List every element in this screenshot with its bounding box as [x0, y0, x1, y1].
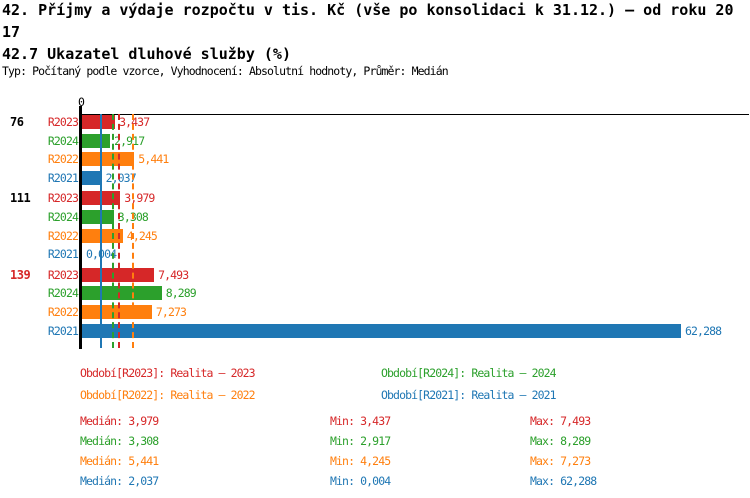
bar-chart: 0 76 R2023 3,437 R2024 2,917 R2022 5,441 R2021 2… — [10, 95, 749, 349]
median-line-R2021 — [99, 114, 102, 348]
chart-meta-line: Typ: Počítaný podle vzorce, Vyhodnocení:… — [2, 64, 449, 78]
bar-value-label: 7,273 — [155, 304, 187, 319]
stat-median-R2023: Medián: 3,979 — [80, 414, 159, 428]
group-label-111: 111 — [10, 191, 31, 206]
bar-R2022 — [82, 152, 135, 167]
row-label-R2021: R2021 — [47, 323, 79, 338]
legend-item-R2021: Období[R2021]: Realita – 2021 — [381, 388, 557, 402]
bar-R2021 — [82, 323, 681, 338]
bar-value-label: 3,437 — [119, 115, 150, 129]
stat-median-R2024: Medián: 3,308 — [80, 434, 159, 448]
stat-max-R2024: Max: 8,289 — [530, 434, 591, 448]
x-axis-line — [79, 114, 749, 116]
bar-value-label: 8,289 — [165, 286, 197, 301]
bar-value-label: 2,037 — [105, 170, 137, 185]
row-label-R2022: R2022 — [47, 304, 79, 319]
group-label-139: 139 — [10, 267, 31, 282]
stat-max-R2023: Max: 7,493 — [530, 414, 591, 428]
y-axis-line — [79, 106, 82, 349]
bar-R2023 — [82, 115, 116, 129]
bar-R2022 — [82, 228, 123, 243]
row-label-R2024: R2024 — [47, 209, 79, 224]
axis-zero-label: 0 — [77, 95, 85, 109]
bar-R2024 — [82, 133, 111, 148]
row-label-R2022: R2022 — [47, 228, 79, 243]
stat-max-R2021: Max: 62,288 — [530, 474, 597, 488]
bar-value-label: 4,245 — [126, 228, 158, 243]
bar-value-label: 3,979 — [124, 191, 155, 206]
stat-median-R2021: Medián: 2,037 — [80, 474, 159, 488]
row-label-R2024: R2024 — [47, 286, 79, 301]
page-title-line2: 17 — [2, 23, 21, 41]
legend-item-R2023: Období[R2023]: Realita – 2023 — [80, 366, 256, 380]
group-label-76: 76 — [10, 115, 24, 129]
bar-R2022 — [82, 304, 152, 319]
row-label-R2023: R2023 — [47, 267, 79, 282]
stat-min-R2022: Min: 4,245 — [330, 454, 391, 468]
bar-value-label: 2,917 — [114, 133, 145, 148]
row-label-R2021: R2021 — [47, 170, 79, 185]
stat-min-R2021: Min: 0,004 — [330, 474, 391, 488]
bar-R2024 — [82, 286, 162, 301]
row-label-R2024: R2024 — [47, 133, 79, 148]
legend-item-R2022: Období[R2022]: Realita – 2022 — [80, 388, 256, 402]
section-title: 42.7 Ukazatel dluhové služby (%) — [2, 45, 291, 63]
stat-max-R2022: Max: 7,273 — [530, 454, 591, 468]
bar-R2021 — [82, 170, 102, 185]
legend-item-R2024: Období[R2024]: Realita – 2024 — [381, 366, 557, 380]
row-label-R2023: R2023 — [47, 191, 79, 206]
median-line-R2024 — [111, 114, 114, 348]
stat-min-R2023: Min: 3,437 — [330, 414, 391, 428]
page-title-line1: 42. Příjmy a výdaje rozpočtu v tis. Kč (… — [2, 1, 734, 19]
stat-median-R2022: Medián: 5,441 — [80, 454, 159, 468]
median-line-R2022 — [132, 114, 135, 348]
row-label-R2021: R2021 — [47, 247, 79, 262]
bar-value-label: 5,441 — [138, 152, 169, 167]
bar-value-label: 62,288 — [685, 323, 722, 338]
row-label-R2022: R2022 — [47, 152, 79, 167]
median-line-R2023 — [118, 114, 121, 348]
stat-min-R2024: Min: 2,917 — [330, 434, 391, 448]
row-label-R2023: R2023 — [47, 115, 79, 129]
bar-value-label: 7,493 — [158, 267, 189, 282]
bar-R2024 — [82, 209, 114, 224]
